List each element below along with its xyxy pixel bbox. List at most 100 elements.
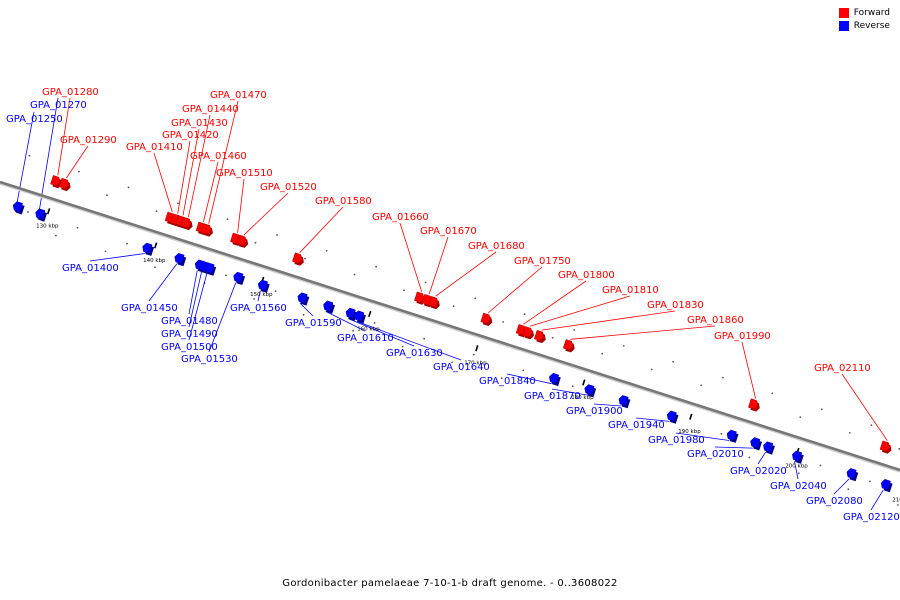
tick-label: 200 kbp — [785, 463, 808, 469]
gene-arrow — [584, 384, 595, 396]
gene-label: GPA_01410 — [126, 142, 183, 153]
feature-dot — [401, 345, 404, 348]
leader-line — [757, 451, 766, 465]
gene-arrow — [880, 479, 891, 491]
tick-label: 170 kbp — [464, 361, 487, 367]
leader-line — [428, 236, 449, 295]
tick-mark — [154, 242, 158, 249]
gene-label: GPA_01660 — [372, 212, 429, 223]
leader-line — [570, 325, 716, 340]
feature-dot — [551, 337, 554, 339]
gene-label: GPA_01430 — [171, 118, 228, 129]
leader-line — [243, 192, 289, 236]
gene-label: GPA_01500 — [161, 342, 218, 353]
feature-dot — [373, 322, 376, 324]
tick-mark — [475, 345, 479, 352]
gene-arrow — [750, 437, 761, 449]
feature-dot — [106, 194, 108, 197]
gene-label: GPA_01800 — [558, 270, 615, 281]
feature-dot — [522, 369, 525, 372]
gene-arrow — [323, 300, 334, 312]
feature-dot — [523, 313, 526, 316]
gene-arrow — [414, 291, 425, 303]
gene-label: GPA_01640 — [433, 362, 490, 373]
feature-dot — [601, 352, 604, 355]
gene-label: GPA_01290 — [60, 135, 117, 146]
leader-line — [399, 222, 423, 292]
leader-line — [299, 206, 344, 253]
feature-dot — [76, 226, 79, 229]
feature-dot — [325, 249, 328, 252]
feature-dot — [870, 424, 873, 426]
gene-arrow — [12, 201, 23, 213]
leader-line — [208, 282, 237, 353]
tick-label: 140 kbp — [143, 258, 166, 264]
feature-dot — [649, 424, 652, 427]
backbone-line — [0, 180, 900, 472]
gene-arrow — [201, 223, 212, 235]
feature-dot — [226, 218, 229, 221]
gene-label: GPA_01580 — [315, 196, 372, 207]
feature-dot — [78, 170, 80, 173]
leader-line — [89, 253, 145, 262]
feature-dot — [452, 305, 455, 308]
gene-arrow — [879, 440, 890, 452]
gene-labels: GPA_01250 GPA_01270 GPA_01280 GPA_01290 GPA_… — [6, 87, 900, 523]
gene-label: GPA_01670 — [420, 226, 477, 237]
leader-line — [57, 97, 71, 176]
gene-arrow — [549, 372, 560, 384]
gene-label: GPA_01840 — [479, 376, 536, 387]
leader-lines — [14, 97, 888, 511]
gene-arrow — [180, 216, 191, 228]
feature-dot — [155, 210, 158, 213]
tick-mark — [46, 208, 51, 215]
feature-dot — [28, 154, 31, 157]
feature-dot — [771, 392, 774, 395]
gene-arrow — [174, 253, 185, 265]
feature-dot — [375, 265, 377, 268]
genome-backbone — [0, 180, 900, 473]
feature-dot — [424, 281, 427, 284]
gene-label: GPA_01450 — [121, 303, 178, 314]
leader-line — [148, 263, 178, 302]
gene-label: GPA_01520 — [260, 182, 317, 193]
feature-dot — [672, 360, 675, 363]
leader-line — [237, 178, 245, 233]
feature-dot — [353, 273, 356, 276]
feature-dot — [472, 353, 475, 356]
gene-arrow — [666, 410, 677, 422]
gene-label: GPA_02110 — [814, 363, 871, 374]
gene-label: GPA_02080 — [806, 496, 863, 507]
gene-label: GPA_01420 — [162, 130, 219, 141]
gene-label: GPA_01860 — [687, 315, 744, 326]
gene-label: GPA_01940 — [608, 420, 665, 431]
gene-arrow — [257, 279, 269, 291]
feature-dot — [104, 250, 107, 253]
feature-dot — [253, 298, 255, 300]
feature-dot — [474, 297, 476, 300]
leader-line — [714, 446, 753, 449]
gene-label: GPA_02020 — [730, 466, 787, 477]
feature-dot — [720, 432, 723, 435]
feature-dot — [177, 202, 179, 205]
feature-dot — [797, 472, 800, 475]
tick-mark — [368, 310, 372, 318]
feature-dot — [819, 464, 822, 467]
leader-line — [153, 152, 173, 213]
tick-label: 210 kbp — [892, 498, 900, 504]
leader-line — [794, 461, 799, 480]
gene-label: GPA_01980 — [648, 435, 705, 446]
gene-arrow — [562, 339, 573, 351]
leader-line — [14, 111, 35, 213]
leader-line — [257, 290, 261, 302]
gene-label: GPA_01250 — [6, 114, 63, 125]
gene-arrow — [354, 310, 365, 322]
feature-dot — [274, 290, 277, 293]
gene-label: GPA_01280 — [42, 87, 99, 98]
feature-dot — [27, 211, 29, 213]
legend-forward: Forward — [838, 8, 890, 18]
feature-dot — [126, 242, 128, 245]
leader-line — [37, 97, 59, 220]
reverse-swatch — [838, 21, 849, 31]
leader-line — [325, 311, 366, 332]
